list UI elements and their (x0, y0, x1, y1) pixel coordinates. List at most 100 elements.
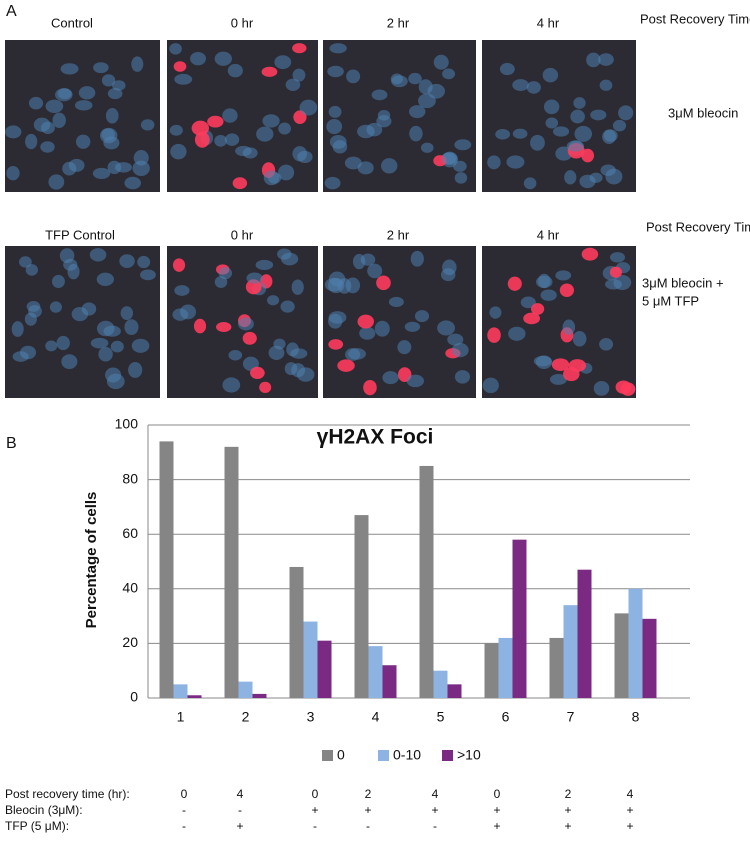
cell-nucleus (409, 125, 423, 142)
cell-nucleus (573, 97, 586, 109)
cell-nucleus (110, 340, 124, 353)
cell-nucleus (297, 150, 313, 163)
cell-nucleus (568, 359, 587, 372)
cell-nucleus (140, 119, 155, 131)
bar (187, 695, 202, 698)
cell-nucleus (194, 131, 210, 148)
legend-label: 0 (337, 747, 345, 763)
cell-nucleus (280, 300, 295, 313)
cell-nucleus (382, 371, 399, 385)
cell-nucleus (543, 99, 560, 115)
bar (303, 621, 318, 698)
cell-nucleus (454, 172, 468, 184)
bar (433, 670, 448, 698)
cell-nucleus (120, 306, 134, 321)
time-label: Post Recovery Time (646, 219, 750, 234)
cell-nucleus (33, 117, 51, 132)
bar (382, 665, 397, 698)
cell-nucleus (374, 320, 390, 337)
condition-value: + (431, 803, 438, 817)
image-header: 2 hr (387, 227, 410, 242)
legend-swatch (442, 750, 453, 761)
cell-nucleus (131, 56, 144, 72)
cell-nucleus (602, 129, 616, 145)
cell-nucleus (613, 274, 632, 291)
cell-nucleus (277, 248, 292, 260)
condition-value: 2 (365, 787, 372, 801)
cell-nucleus (278, 122, 291, 135)
cell-nucleus (552, 126, 570, 137)
cell-nucleus (75, 134, 91, 149)
condition-value: 4 (627, 787, 634, 801)
cell-nucleus (105, 107, 119, 124)
cell-nucleus (216, 321, 232, 333)
image-header: 4 hr (537, 15, 560, 30)
bar (498, 637, 513, 698)
cell-nucleus (397, 340, 412, 355)
cell-nucleus (40, 141, 55, 153)
cell-nucleus (523, 312, 540, 325)
cell-nucleus (433, 54, 449, 70)
cell-nucleus (291, 363, 306, 378)
cell-nucleus (99, 127, 118, 144)
bar (563, 605, 578, 698)
cell-nucleus (366, 122, 383, 137)
cell-nucleus (344, 156, 362, 170)
condition-value: 2 (565, 787, 572, 801)
cell-nucleus (615, 380, 632, 394)
x-tick-label: 2 (242, 709, 250, 725)
cell-nucleus (612, 119, 627, 132)
cell-nucleus (25, 133, 38, 150)
cell-nucleus (348, 348, 366, 360)
cell-nucleus (570, 109, 585, 124)
bar (484, 643, 499, 698)
x-tick-label: 4 (372, 709, 380, 725)
cell-nucleus (610, 252, 626, 263)
condition-label: Post recovery time (hr): (5, 787, 130, 801)
cell-nucleus (262, 114, 280, 128)
cell-nucleus (169, 43, 182, 55)
cell-nucleus (593, 381, 610, 396)
cell-nucleus (45, 99, 64, 113)
bar (614, 613, 629, 698)
y-axis-label: Percentage of cells (83, 492, 100, 629)
image-header: 0 hr (231, 227, 254, 242)
cell-nucleus (324, 176, 341, 190)
cell-nucleus (4, 125, 22, 139)
condition-value: - (366, 819, 370, 833)
cell-nucleus (246, 272, 263, 284)
cell-nucleus (93, 62, 109, 74)
cell-nucleus (278, 164, 295, 181)
cell-nucleus (562, 319, 576, 335)
cell-nucleus (261, 66, 278, 77)
cell-nucleus (404, 321, 421, 332)
cell-nucleus (327, 277, 345, 294)
condition-label: TFP (5 μM): (5, 819, 69, 833)
cell-nucleus (107, 87, 123, 100)
bar (642, 618, 657, 698)
treatment-label: 5 μM TFP (642, 293, 699, 308)
cell-nucleus (60, 63, 79, 75)
cell-nucleus (599, 338, 614, 351)
condition-value: 0 (181, 787, 188, 801)
image-header: 4 hr (537, 227, 560, 242)
cell-nucleus (174, 285, 190, 296)
condition-value: - (313, 819, 317, 833)
x-tick-label: 5 (437, 709, 445, 725)
cell-nucleus (410, 250, 424, 267)
cell-nucleus (406, 374, 424, 388)
condition-value: 4 (237, 787, 244, 801)
cell-nucleus (535, 355, 553, 369)
cell-nucleus (590, 109, 607, 121)
cell-nucleus (499, 62, 515, 76)
cell-nucleus (227, 63, 243, 78)
cell-nucleus (174, 73, 193, 85)
chart-title: γH2AX Foci (317, 426, 434, 449)
cell-nucleus (363, 379, 377, 396)
cell-nucleus (572, 331, 587, 347)
bar (159, 441, 174, 698)
cell-nucleus (345, 277, 361, 294)
bar (354, 515, 369, 698)
condition-value: + (364, 803, 371, 817)
